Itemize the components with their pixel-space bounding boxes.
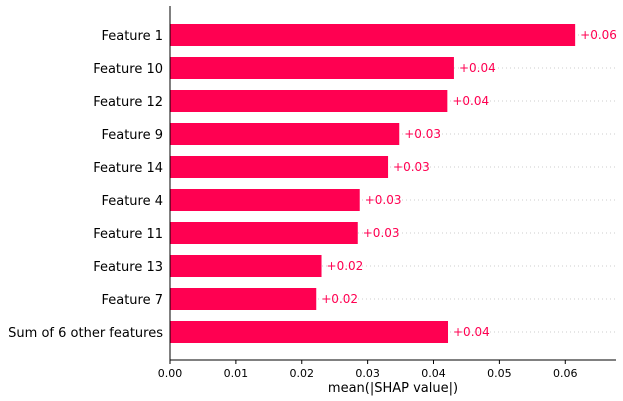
category-label: Feature 14 xyxy=(93,161,163,176)
category-label: Feature 10 xyxy=(93,62,163,77)
bar xyxy=(170,222,358,244)
value-label: +0.04 xyxy=(459,61,496,75)
bar xyxy=(170,24,576,46)
value-labels: +0.06 +0.04 +0.04 +0.03 +0.03 +0.03 +0.03 +0.02… xyxy=(321,28,617,339)
bar xyxy=(170,156,389,178)
value-label: +0.02 xyxy=(321,292,358,306)
x-tick-label: 0.06 xyxy=(553,367,578,380)
x-tick-label: 0.04 xyxy=(421,367,446,380)
x-tick-label: 0.01 xyxy=(224,367,249,380)
category-label: Feature 13 xyxy=(93,260,163,275)
row-guides xyxy=(170,34,616,333)
bar xyxy=(170,90,448,112)
bar xyxy=(170,57,454,79)
x-tick-label: 0.05 xyxy=(487,367,512,380)
value-label: +0.03 xyxy=(363,226,400,240)
value-label: +0.03 xyxy=(393,160,430,174)
bar xyxy=(170,189,360,211)
value-label: +0.06 xyxy=(580,28,617,42)
bar xyxy=(170,255,322,277)
bar xyxy=(170,288,317,310)
x-tick-label: 0.00 xyxy=(158,367,183,380)
category-label: Feature 4 xyxy=(101,194,163,209)
bar xyxy=(170,123,400,145)
axes xyxy=(169,6,616,361)
value-label: +0.03 xyxy=(404,127,441,141)
value-label: +0.03 xyxy=(365,193,402,207)
category-label: Feature 12 xyxy=(93,95,163,110)
bar xyxy=(170,321,449,343)
category-label: Feature 1 xyxy=(101,29,163,44)
category-label: Feature 7 xyxy=(101,293,163,308)
category-label: Feature 11 xyxy=(93,227,163,242)
category-label: Feature 9 xyxy=(101,128,163,143)
value-label: +0.04 xyxy=(452,94,489,108)
bars xyxy=(170,24,576,343)
category-labels: Feature 1 Feature 10 Feature 12 Feature 9 Fe… xyxy=(8,29,163,341)
value-label: +0.02 xyxy=(327,259,364,273)
x-tick-label: 0.02 xyxy=(290,367,315,380)
x-axis-label: mean(|SHAP value|) xyxy=(328,381,458,396)
x-ticks: 0.00 0.01 0.02 0.03 0.04 0.05 0.06 xyxy=(158,360,578,380)
x-tick-label: 0.03 xyxy=(355,367,380,380)
value-label: +0.04 xyxy=(453,325,490,339)
category-label: Sum of 6 other features xyxy=(8,326,163,341)
